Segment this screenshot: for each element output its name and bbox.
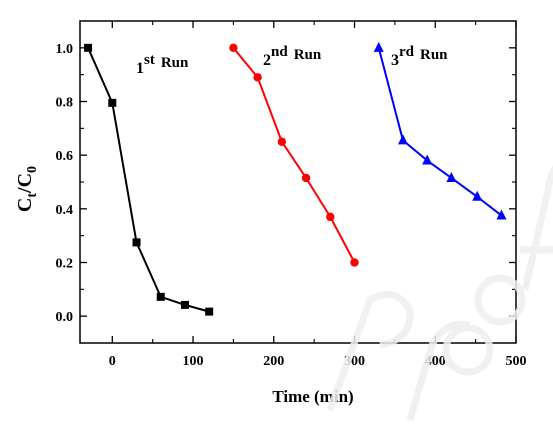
x-tick-label: 200	[263, 354, 284, 369]
plot-axes: 0 100 200 300 400 500 0.0 0.2 0.4 0.6 0.8 1.0	[56, 20, 527, 369]
series-layer	[84, 41, 507, 316]
run-label-1: 1st Run	[136, 52, 189, 77]
x-axis-label: Time (min)	[272, 387, 353, 406]
series-line-run-3	[377, 47, 503, 217]
y-axis-label-sub2: 0	[25, 166, 40, 173]
run-label-2-number: 2	[263, 52, 271, 69]
run-labels: 1st Run 2nd Run 3rd Run	[136, 44, 448, 77]
y-axis-label-sub1: t	[25, 193, 40, 198]
y-tick-label: 0.6	[56, 149, 74, 164]
data-point-run-1	[180, 300, 189, 309]
y-tick-label: 0.8	[56, 96, 74, 111]
x-tick-label: 100	[183, 354, 204, 369]
run-label-2-word: Run	[294, 47, 322, 63]
data-point-run-2	[277, 137, 287, 146]
data-point-run-1	[132, 238, 141, 247]
data-point-run-1	[156, 292, 165, 301]
data-point-run-3	[422, 154, 433, 165]
data-point-run-3	[373, 41, 384, 52]
y-tick-label: 0.0	[56, 310, 74, 325]
run-label-3-number: 3	[391, 52, 399, 69]
series-line-run-1	[87, 47, 210, 313]
data-point-run-3	[397, 134, 408, 145]
x-tick-label: 500	[506, 354, 527, 369]
run-label-1-superscript: st	[144, 52, 155, 68]
run-label-2: 2nd Run	[263, 44, 322, 69]
data-point-run-3	[446, 171, 457, 182]
data-point-run-2	[301, 173, 311, 183]
run-label-1-number: 1	[136, 60, 144, 77]
y-axis-label-main: C	[14, 198, 36, 212]
x-tick-label: 0	[109, 354, 116, 369]
run-label-3: 3rd Run	[391, 44, 448, 69]
series-line-run-2	[232, 47, 356, 263]
x-tick-label: 300	[344, 354, 365, 369]
data-point-run-3	[472, 190, 483, 201]
x-tick-label: 400	[425, 354, 446, 369]
plot-frame	[79, 20, 517, 344]
data-point-run-2	[326, 212, 335, 222]
run-label-1-word: Run	[161, 55, 189, 71]
data-point-run-2	[350, 258, 359, 267]
y-axis-label: Ct/C0	[14, 166, 40, 212]
run-label-2-superscript: nd	[271, 44, 288, 60]
data-point-run-2	[253, 73, 262, 82]
y-tick-label: 0.4	[56, 203, 74, 218]
data-point-run-1	[84, 43, 93, 52]
run-label-3-word: Run	[420, 47, 448, 63]
run-label-3-superscript: rd	[399, 44, 415, 60]
y-tick-label: 0.2	[56, 257, 74, 272]
data-point-run-1	[108, 98, 117, 107]
data-point-run-2	[229, 43, 238, 53]
y-tick-label: 1.0	[56, 42, 74, 57]
data-point-run-3	[496, 209, 507, 220]
data-point-run-1	[205, 307, 214, 316]
y-axis-label-mid: /C	[14, 173, 36, 194]
